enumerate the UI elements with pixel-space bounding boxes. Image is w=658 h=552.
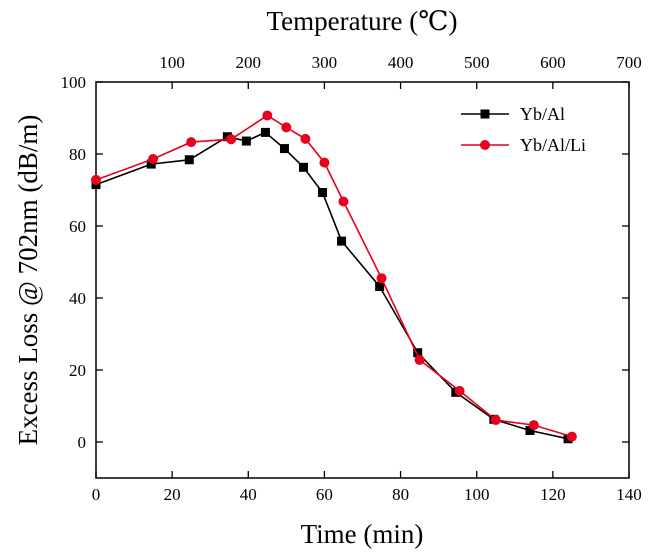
data-point-yb-al-li	[91, 174, 101, 185]
legend-marker-yb-al-li	[480, 140, 490, 150]
legend: Yb/Al Yb/Al/Li	[461, 104, 586, 155]
x-tick-label: 120	[540, 485, 566, 504]
y-axis-title: Excess Loss @ 702nm (dB/m)	[13, 115, 43, 446]
y-tick-label: 40	[69, 289, 86, 308]
data-point-yb-al-li	[226, 134, 237, 145]
data-point-yb-al-li	[566, 431, 577, 442]
data-point-yb-al-li	[414, 354, 425, 365]
x-tick-label: 80	[392, 485, 409, 504]
data-point-yb-al-li	[454, 385, 465, 396]
x-axis-title: Time (min)	[301, 519, 424, 549]
data-point-yb-al-li	[300, 133, 311, 144]
top-tick-label: 400	[388, 53, 414, 72]
legend-marker-yb-al	[480, 109, 490, 119]
data-point-yb-al	[337, 236, 347, 246]
top-tick-label: 600	[540, 53, 566, 72]
legend-label-yb-al: Yb/Al	[520, 104, 565, 124]
series-layer	[91, 110, 577, 444]
series-yb-al-li	[91, 110, 577, 442]
data-point-yb-al-li	[186, 137, 197, 148]
data-point-yb-al-li	[376, 273, 387, 284]
data-point-yb-al-li	[262, 110, 273, 121]
plot-frame	[95, 81, 630, 479]
y-tick-label: 80	[69, 145, 86, 164]
top-axis-title: Temperature (℃)	[267, 6, 458, 36]
top-tick-label: 300	[312, 53, 338, 72]
ticks	[95, 81, 630, 478]
data-point-yb-al	[279, 144, 289, 154]
data-point-yb-al	[298, 162, 308, 172]
data-point-yb-al	[184, 155, 194, 165]
series-line-yb-al	[95, 131, 569, 440]
tick-labels: 0 20 40 60 80 100 120 140 100 200 300 400 500 600 700 0…	[61, 53, 642, 504]
data-point-yb-al-li	[490, 415, 501, 426]
x-tick-label: 0	[92, 485, 101, 504]
data-point-yb-al	[318, 188, 328, 198]
legend-label-yb-al-li: Yb/Al/Li	[520, 135, 586, 155]
data-point-yb-al-li	[281, 122, 292, 133]
x-tick-label: 40	[240, 485, 257, 504]
data-point-yb-al	[146, 159, 156, 169]
x-tick-label: 60	[316, 485, 333, 504]
data-point-yb-al-li	[528, 420, 539, 431]
top-tick-label: 500	[464, 53, 490, 72]
data-point-yb-al-li	[148, 154, 159, 165]
series-yb-al	[91, 127, 573, 444]
y-tick-label: 0	[78, 433, 87, 452]
data-point-yb-al-li	[319, 157, 330, 168]
x-tick-label: 20	[164, 485, 181, 504]
data-point-yb-al	[375, 281, 385, 291]
x-tick-label: 140	[616, 485, 642, 504]
y-tick-label: 60	[69, 217, 86, 236]
top-tick-label: 700	[616, 53, 642, 72]
y-tick-label: 100	[61, 73, 87, 92]
series-line-yb-al-li	[95, 114, 573, 438]
y-tick-label: 20	[69, 361, 86, 380]
x-tick-label: 100	[464, 485, 490, 504]
top-tick-label: 200	[236, 53, 262, 72]
data-point-yb-al	[241, 136, 251, 146]
top-tick-label: 100	[159, 53, 185, 72]
data-point-yb-al	[260, 127, 270, 137]
data-point-yb-al-li	[338, 196, 349, 207]
data-point-yb-al	[413, 348, 423, 358]
data-point-yb-al	[525, 425, 535, 435]
